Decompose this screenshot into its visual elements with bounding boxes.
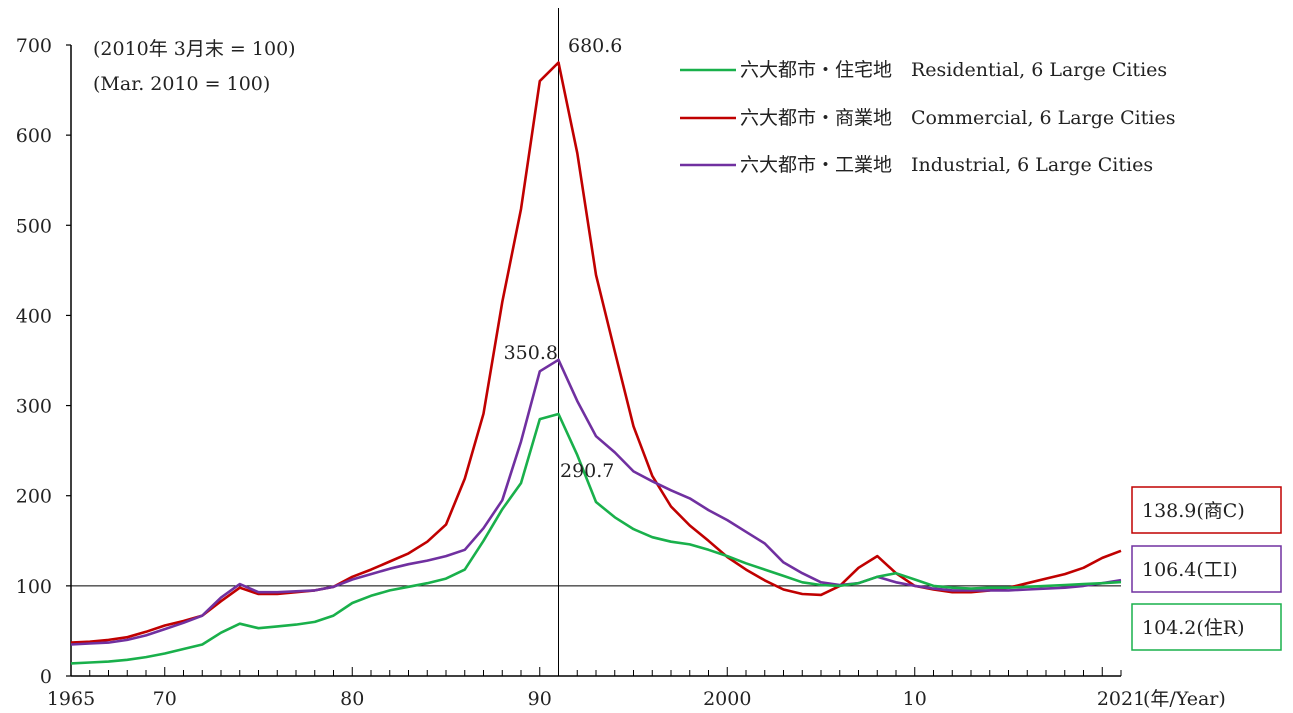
series-line-residential (70, 412, 1122, 665)
x-tick-label: 80 (340, 688, 364, 710)
peak-annotations: 680.6 350.8 290.7 (504, 35, 623, 482)
y-tick-label: 500 (16, 215, 52, 237)
y-tick-label: 400 (16, 305, 52, 327)
peak-label-residential: 290.7 (560, 460, 614, 482)
end-label-box (1131, 545, 1282, 593)
x-tick-label: 70 (153, 688, 177, 710)
legend: 六大都市・住宅地 Residential, 6 Large Cities 六大都市… (680, 59, 1175, 176)
y-tick-label: 200 (16, 486, 52, 508)
end-label-text: 138.9(商C) (1142, 500, 1245, 522)
legend-label-commercial: 六大都市・商業地 Commercial, 6 Large Cities (740, 107, 1175, 129)
end-value-labels: 138.9(商C) 106.4(工I) 104.2(住R) (1131, 486, 1282, 651)
y-tick-label: 700 (16, 35, 52, 57)
y-axis-ticks: 0 100 200 300 400 500 600 700 (16, 35, 71, 688)
series-line-industrial (70, 358, 1122, 646)
legend-label-residential: 六大都市・住宅地 Residential, 6 Large Cities (740, 59, 1167, 81)
y-tick-label: 100 (16, 576, 52, 598)
y-tick-label: 600 (16, 125, 52, 147)
axes: 0 100 200 300 400 500 600 700 1965 70 80 90 2000 10 2… (16, 35, 1226, 710)
peak-label-industrial: 350.8 (504, 342, 558, 364)
series-line-commercial (70, 61, 1122, 644)
end-label-commercial: 138.9(商C) (1131, 486, 1282, 534)
x-axis-ticks: 1965 70 80 90 2000 10 2021 (47, 667, 1145, 710)
end-label-residential: 104.2(住R) (1131, 603, 1282, 651)
x-tick-label: 2021 (1097, 688, 1145, 710)
x-axis-unit-label: (年/Year) (1143, 688, 1226, 710)
x-tick-label: 2000 (703, 688, 751, 710)
x-tick-label: 90 (528, 688, 552, 710)
index-base-note: (2010年 3月末 = 100) (Mar. 2010 = 100) (93, 38, 296, 95)
x-tick-label: 1965 (47, 688, 95, 710)
y-tick-label: 300 (16, 396, 52, 418)
end-label-industrial: 106.4(工I) (1131, 545, 1282, 593)
end-label-box (1131, 603, 1282, 651)
x-tick-label: 10 (903, 688, 927, 710)
y-tick-label: 0 (40, 666, 52, 688)
legend-label-industrial: 六大都市・工業地 Industrial, 6 Large Cities (740, 154, 1153, 176)
series-lines (70, 61, 1122, 665)
end-label-text: 106.4(工I) (1142, 559, 1238, 581)
index-base-note-ja: (2010年 3月末 = 100) (93, 38, 296, 60)
index-base-note-en: (Mar. 2010 = 100) (93, 73, 270, 95)
peak-label-commercial: 680.6 (568, 35, 622, 57)
end-label-box (1131, 486, 1282, 534)
end-label-text: 104.2(住R) (1142, 617, 1245, 639)
